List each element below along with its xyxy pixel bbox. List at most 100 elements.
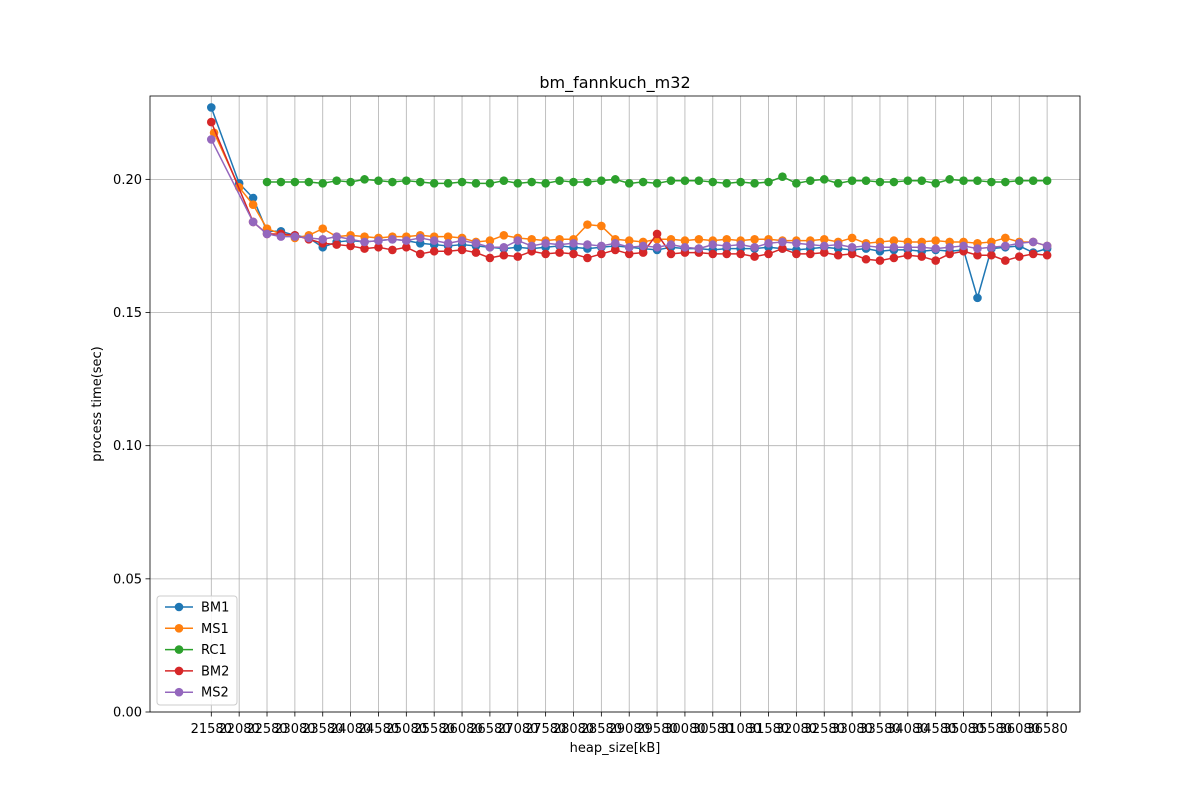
y-axis-label: process time(sec) xyxy=(90,346,105,462)
data-point-rc1 xyxy=(833,179,843,188)
data-point-bm2 xyxy=(402,242,411,252)
y-tick-label: 0.00 xyxy=(113,706,142,721)
x-tick-label: 25080 xyxy=(386,722,427,737)
data-point-rc1 xyxy=(750,179,759,188)
data-point-bm2 xyxy=(332,240,341,249)
data-point-rc1 xyxy=(597,176,606,185)
x-tick-label: 22580 xyxy=(246,722,287,737)
x-tick-label: 33580 xyxy=(859,722,900,737)
data-point-ms2 xyxy=(847,242,857,252)
data-point-ms2 xyxy=(987,242,996,252)
data-point-bm2 xyxy=(666,249,676,259)
x-tick-label: 23580 xyxy=(302,722,343,737)
x-tick-label: 22080 xyxy=(218,722,259,737)
x-tick-label: 35080 xyxy=(943,722,984,737)
legend-swatch-marker xyxy=(174,687,184,697)
data-point-rc1 xyxy=(1001,177,1010,187)
data-point-rc1 xyxy=(666,176,676,185)
data-point-ms2 xyxy=(722,241,732,251)
data-point-ms2 xyxy=(415,233,425,243)
data-point-bm2 xyxy=(457,245,467,255)
data-point-rc1 xyxy=(987,177,996,187)
data-point-ms2 xyxy=(778,237,787,247)
x-tick-label: 33080 xyxy=(831,722,872,737)
data-point-bm2 xyxy=(610,245,620,255)
data-point-ms1 xyxy=(583,220,592,229)
data-point-bm2 xyxy=(555,248,564,257)
x-tick-label: 31080 xyxy=(720,722,761,737)
data-point-bm2 xyxy=(374,242,383,252)
data-point-ms2 xyxy=(346,234,355,244)
data-point-ms2 xyxy=(262,229,272,239)
data-point-ms2 xyxy=(443,238,453,248)
data-point-rc1 xyxy=(694,176,704,185)
data-point-rc1 xyxy=(388,177,397,187)
legend-item-bm1: BM1 xyxy=(165,601,229,616)
axes-frame xyxy=(149,95,1081,713)
data-point-ms2 xyxy=(402,236,411,245)
data-point-rc1 xyxy=(304,177,314,187)
data-point-rc1 xyxy=(889,177,899,187)
x-tick-label: 32580 xyxy=(804,722,845,737)
data-point-ms2 xyxy=(457,236,467,245)
data-point-rc1 xyxy=(471,179,481,188)
data-point-bm2 xyxy=(569,249,578,259)
data-point-ms1 xyxy=(318,224,328,233)
data-point-ms2 xyxy=(471,238,481,248)
data-point-bm2 xyxy=(750,252,759,261)
data-point-rc1 xyxy=(569,177,578,187)
data-point-rc1 xyxy=(513,179,523,188)
data-point-ms2 xyxy=(973,244,982,253)
data-point-bm2 xyxy=(429,246,439,256)
x-tick-label: 24580 xyxy=(358,722,399,737)
data-point-ms2 xyxy=(360,237,369,247)
data-point-ms2 xyxy=(1028,237,1038,247)
data-point-bm2 xyxy=(847,249,857,259)
data-point-ms2 xyxy=(708,240,718,249)
y-tick-label: 0.15 xyxy=(113,306,142,321)
data-point-ms2 xyxy=(1014,238,1024,248)
data-point-ms2 xyxy=(318,234,328,244)
legend-swatch-marker xyxy=(174,624,184,633)
data-point-rc1 xyxy=(764,177,773,187)
data-point-ms2 xyxy=(917,242,927,252)
data-point-bm2 xyxy=(903,250,913,260)
data-point-ms2 xyxy=(388,234,397,244)
data-point-ms2 xyxy=(583,240,592,249)
data-point-bm2 xyxy=(499,250,509,260)
data-point-bm2 xyxy=(917,252,927,261)
data-point-ms2 xyxy=(1001,241,1010,251)
data-point-ms2 xyxy=(638,241,648,251)
data-point-rc1 xyxy=(499,176,509,185)
data-point-ms2 xyxy=(652,242,662,252)
data-point-ms2 xyxy=(276,232,286,241)
data-point-rc1 xyxy=(680,176,690,185)
data-point-ms2 xyxy=(833,240,843,249)
data-point-rc1 xyxy=(555,176,564,185)
data-point-bm2 xyxy=(889,253,899,263)
data-point-ms2 xyxy=(903,242,913,252)
data-point-bm2 xyxy=(485,253,495,263)
data-point-rc1 xyxy=(652,179,662,188)
data-point-rc1 xyxy=(1042,176,1052,185)
data-point-ms1 xyxy=(624,236,634,245)
series-rc1 xyxy=(262,172,1052,188)
data-point-rc1 xyxy=(457,177,467,187)
ticks: 2158022080225802308023580240802458025080… xyxy=(113,173,1068,737)
legend-item-bm2: BM2 xyxy=(165,664,229,679)
data-point-bm2 xyxy=(624,249,634,259)
legend-swatch-marker xyxy=(174,645,184,654)
data-point-ms2 xyxy=(485,242,495,252)
data-point-ms1 xyxy=(597,221,606,231)
legend-label: MS1 xyxy=(201,622,229,637)
data-point-rc1 xyxy=(624,179,634,188)
data-point-ms1 xyxy=(485,236,495,245)
data-point-ms2 xyxy=(959,241,968,251)
x-tick-label: 29580 xyxy=(636,722,677,737)
data-point-ms1 xyxy=(499,230,509,240)
data-point-bm2 xyxy=(764,249,773,259)
legend-label: BM1 xyxy=(201,601,229,616)
data-point-bm2 xyxy=(819,248,829,257)
y-tick-label: 0.05 xyxy=(113,572,142,587)
